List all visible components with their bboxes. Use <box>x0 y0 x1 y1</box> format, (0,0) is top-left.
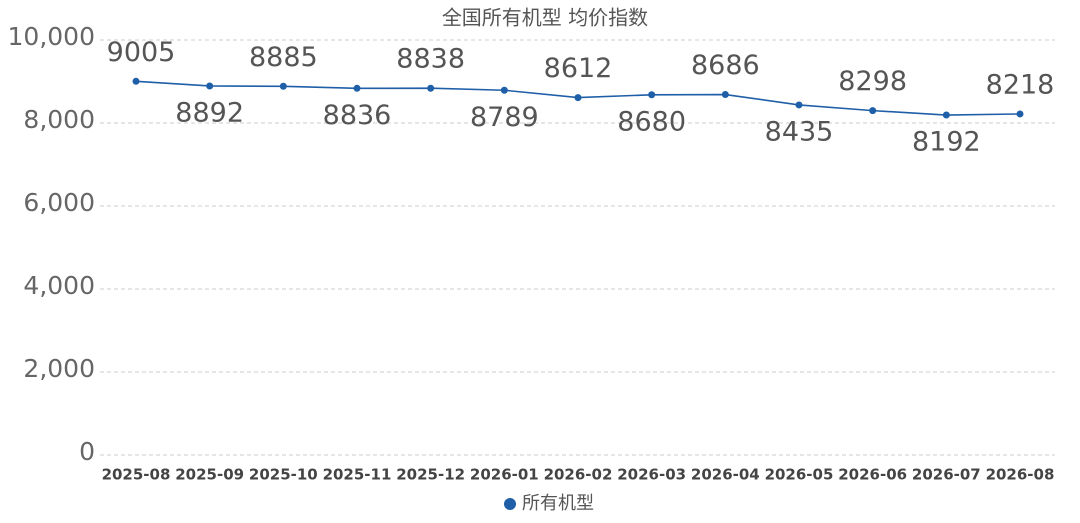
data-label: 8892 <box>175 97 244 128</box>
chart-title: 全国所有机型 均价指数 <box>442 6 648 30</box>
data-label: 8218 <box>986 69 1055 100</box>
point <box>206 82 214 90</box>
y-tick-label: 10,000 <box>8 22 95 51</box>
point <box>574 94 582 102</box>
x-tick-label: 2025-08 <box>102 466 171 484</box>
point <box>721 91 729 99</box>
data-label: 8298 <box>838 66 907 97</box>
data-label: 8680 <box>617 106 686 137</box>
point <box>942 111 950 119</box>
point <box>353 84 361 92</box>
point <box>869 107 877 115</box>
x-tick-label: 2025-10 <box>249 466 318 484</box>
data-label: 8192 <box>912 127 981 158</box>
point <box>132 77 140 85</box>
data-label: 8435 <box>765 116 834 147</box>
data-label: 8838 <box>396 44 465 75</box>
point <box>500 86 508 94</box>
data-label: 8612 <box>544 53 613 84</box>
y-tick-label: 6,000 <box>23 188 95 217</box>
legend-marker <box>504 498 516 510</box>
x-tick-label: 2026-07 <box>912 466 981 484</box>
y-tick-label: 8,000 <box>23 105 95 134</box>
x-tick-label: 2026-04 <box>691 466 760 484</box>
data-label: 9005 <box>107 37 176 68</box>
legend-label: 所有机型 <box>522 493 594 514</box>
data-label: 8789 <box>470 102 539 133</box>
x-tick-label: 2025-12 <box>396 466 465 484</box>
x-tick-label: 2025-09 <box>175 466 244 484</box>
x-tick-label: 2026-08 <box>986 466 1055 484</box>
x-tick-label: 2026-05 <box>765 466 834 484</box>
point <box>648 91 656 99</box>
data-label: 8686 <box>691 50 760 81</box>
x-tick-label: 2025-11 <box>323 466 392 484</box>
y-tick-label: 2,000 <box>23 354 95 383</box>
data-label: 8836 <box>323 100 392 131</box>
y-tick-label: 0 <box>79 437 95 466</box>
point <box>279 82 287 90</box>
point <box>427 84 435 92</box>
point <box>1016 110 1024 118</box>
data-label: 8885 <box>249 42 318 73</box>
point <box>795 101 803 109</box>
x-tick-label: 2026-06 <box>838 466 907 484</box>
x-tick-label: 2026-02 <box>544 466 613 484</box>
x-tick-label: 2026-03 <box>617 466 686 484</box>
x-tick-label: 2026-01 <box>470 466 539 484</box>
y-tick-label: 4,000 <box>23 271 95 300</box>
